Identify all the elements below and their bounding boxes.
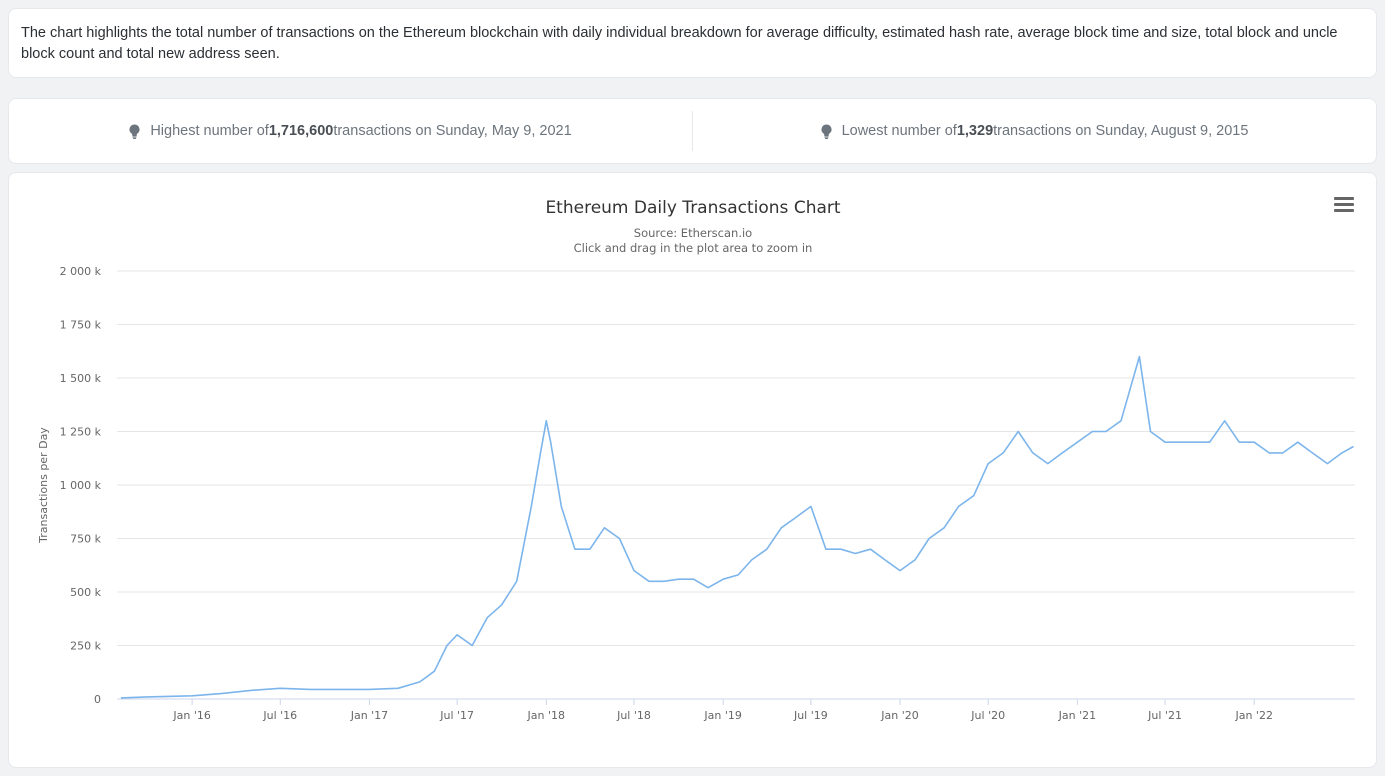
chart-hint: Click and drag in the plot area to zoom … <box>574 241 813 255</box>
chart-card: Ethereum Daily Transactions Chart Source… <box>8 172 1377 768</box>
y-tick-label: 2 000 k <box>60 265 102 278</box>
y-tick-label: 1 500 k <box>60 372 102 385</box>
y-tick-label: 1 000 k <box>60 479 102 492</box>
highest-prefix: Highest number of <box>150 123 269 139</box>
y-axis-ticks: 0 250 k 500 k 750 k 1 000 k 1 250 k 1 500 k 1 7… <box>60 265 102 706</box>
series-line <box>120 355 1354 699</box>
x-tick-label: Jan '18 <box>527 709 565 722</box>
x-tick-label: Jul '20 <box>970 709 1005 722</box>
highest-stat: Highest number of 1,716,600 transactions… <box>9 99 692 163</box>
grid-lines <box>117 270 1355 700</box>
stats-card: Highest number of 1,716,600 transactions… <box>8 98 1377 164</box>
y-tick-label: 1 250 k <box>60 426 102 439</box>
x-axis-ticks: Jan '16 Jul '16 Jan '17 Jul '17 Jan '18 Jul '… <box>172 699 1273 722</box>
hamburger-menu-icon[interactable] <box>1334 197 1354 215</box>
x-tick-label: Jan '22 <box>1234 709 1272 722</box>
lowest-value: 1,329 <box>956 123 994 139</box>
x-tick-label: Jul '16 <box>262 709 297 722</box>
x-tick-label: Jul '18 <box>616 709 651 722</box>
lowest-suffix: transactions on Sunday, August 9, 2015 <box>993 123 1249 139</box>
highest-value: 1,716,600 <box>268 123 334 139</box>
y-tick-label: 0 <box>94 693 101 706</box>
x-tick-label: Jan '16 <box>172 709 210 722</box>
x-tick-label: Jul '17 <box>439 709 474 722</box>
x-tick-label: Jul '19 <box>793 709 828 722</box>
chart-subtitle: Source: Etherscan.io <box>634 226 752 240</box>
x-tick-label: Jul '21 <box>1147 709 1182 722</box>
chart-title: Ethereum Daily Transactions Chart <box>545 198 840 218</box>
chart-description: The chart highlights the total number of… <box>21 25 1338 62</box>
lightbulb-icon <box>821 124 832 139</box>
lowest-prefix: Lowest number of <box>841 123 957 139</box>
x-tick-label: Jan '21 <box>1058 709 1096 722</box>
y-tick-label: 250 k <box>70 640 101 653</box>
y-tick-label: 1 750 k <box>60 319 102 332</box>
stats-divider <box>692 111 693 151</box>
x-tick-label: Jan '20 <box>880 709 918 722</box>
x-tick-label: Jan '17 <box>350 709 388 722</box>
highest-suffix: transactions on Sunday, May 9, 2021 <box>333 123 572 139</box>
lightbulb-icon <box>129 124 140 139</box>
description-card: The chart highlights the total number of… <box>8 8 1377 78</box>
y-tick-label: 500 k <box>70 586 101 599</box>
x-tick-label: Jan '19 <box>703 709 741 722</box>
lowest-stat: Lowest number of 1,329 transactions on S… <box>693 99 1376 163</box>
transactions-chart[interactable]: Ethereum Daily Transactions Chart Source… <box>9 173 1378 769</box>
y-axis-label: Transactions per Day <box>37 427 50 544</box>
y-tick-label: 750 k <box>70 533 101 546</box>
